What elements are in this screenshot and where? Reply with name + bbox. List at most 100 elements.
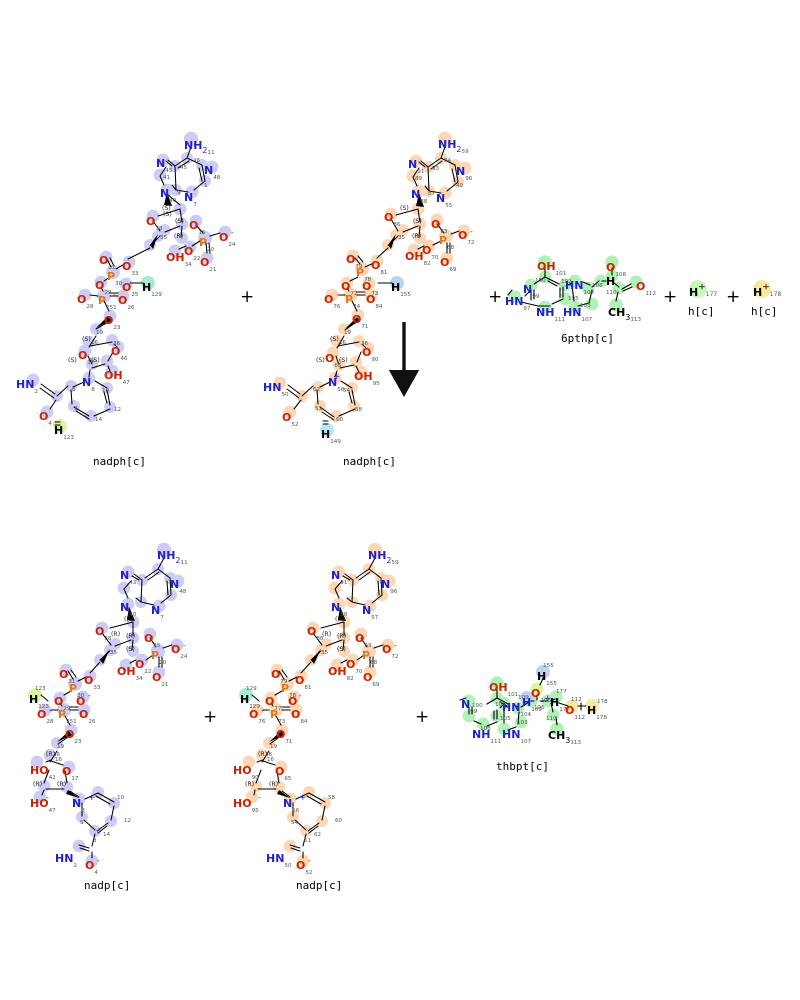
atom-index: 41 [163, 175, 171, 181]
atom-index: 9 [177, 190, 181, 196]
atom-label-n-7: N7 [184, 191, 197, 208]
atom-label-o-4: O4 [39, 410, 52, 427]
atom-label-o-26: O26 [79, 708, 96, 725]
stereo-descriptor: (S) [339, 357, 348, 364]
halo-h123-product [28, 688, 42, 702]
formal-charge-minus: - [231, 228, 234, 237]
atom-label-hn-104: HN104 [565, 279, 595, 296]
atom-label-o-65: O65 [275, 765, 292, 782]
atom-index: 5 [80, 820, 84, 826]
atom-label-p-78: P78 [281, 682, 297, 699]
stereo-descriptor: (S) [413, 218, 422, 225]
formal-charge-minus: - [49, 706, 52, 715]
atom-index: 19 [96, 330, 104, 336]
formal-charge-minus: - [113, 290, 116, 299]
atom-label-o-108: O108 [606, 261, 627, 278]
atom-index: 62 [313, 387, 321, 393]
h178-index: 178 [769, 291, 782, 298]
atom-label-o-112: O112 [565, 704, 586, 721]
atom-label-ho-95: HO95 [233, 797, 259, 814]
atom-index: 123 [35, 686, 46, 692]
atom-index: 36 [53, 752, 61, 758]
atom-label-o-81: O81 [371, 259, 388, 276]
stereo-descriptor: (R) [269, 781, 279, 788]
atom-index: 100 [472, 703, 483, 709]
atom-index: 54 [291, 820, 299, 826]
atom-label-o-63: O63 [355, 632, 372, 649]
atom-label-o-63: O63 [431, 218, 448, 235]
reactant-plus-2: + [663, 287, 678, 307]
caption-thbpt: thbpt[c] [496, 760, 549, 773]
formal-charge-minus: - [337, 290, 340, 299]
stereo-descriptor: (S) [68, 357, 77, 364]
caption-h178: h[c] [751, 305, 778, 318]
pthp-bonds [507, 267, 633, 307]
atom-label-o-33: O33 [84, 674, 101, 691]
atom-label-o-28: O28 [77, 293, 94, 310]
atom-label-o-72: O72 [382, 643, 399, 660]
caption-nadph-left: nadph[c] [93, 455, 146, 468]
atom-label-o-38: O38 [146, 215, 163, 232]
formal-charge-plus: + [88, 793, 96, 803]
atom-label-o-33: O33 [122, 260, 139, 277]
atom-index: 46 [193, 158, 201, 164]
atom-label-ho-90: HO90 [233, 764, 259, 781]
atom-label-o-22: O22 [135, 658, 152, 675]
atom-label-hn-2: HN2 [16, 378, 38, 395]
halo-o112 [565, 699, 579, 713]
thbpt-bonds [459, 677, 587, 731]
h177-charge: + [698, 282, 706, 293]
atom-index: 103 [580, 303, 591, 309]
atom-index: 100 [535, 278, 546, 284]
atom-index: 62 [314, 832, 322, 838]
atom-label-o-31: O31 [59, 668, 76, 685]
stereo-descriptor: (R) [337, 633, 347, 640]
atom-index: 35 [160, 235, 168, 241]
atom-index: 1 [204, 183, 208, 189]
atom-label-o-69: O69 [363, 671, 380, 688]
atom-label-p-30: P30 [107, 270, 123, 287]
stereo-descriptor: (R) [111, 631, 121, 638]
atom-index: 51 [304, 838, 312, 844]
atom-index: 36 [113, 341, 121, 347]
atom-label-h-155: H155 [391, 281, 411, 298]
atom-label-ho-47: HO47 [30, 797, 56, 814]
atom-label-oh-95: OH95 [354, 370, 380, 387]
atom-label-o-17: O17 [78, 349, 95, 366]
atom-label-o-70: O70 [422, 244, 439, 261]
product-plus-1: + [415, 707, 430, 727]
halo-h177 [689, 280, 707, 298]
atom-label-hn-107: HN107 [563, 306, 593, 323]
atom-label-h-178: H178 [587, 704, 607, 721]
structure-nadph-left [26, 131, 232, 433]
atom-label-oh-82: OH82 [328, 665, 354, 682]
atom-label-ho-42: HO42 [30, 764, 56, 781]
formal-charge-minus: - [354, 290, 357, 299]
atom-label-n-43: N43 [120, 569, 137, 586]
structure-nadph-mid [273, 131, 472, 437]
atom-label-o-79: O79 [271, 668, 288, 685]
atom-label-nh-11: NH211 [157, 549, 188, 566]
atom-label-o-29: O29 [54, 695, 71, 712]
atom-label-nh-111: NH111 [472, 728, 502, 745]
atom-label-h-155: H155 [537, 670, 557, 687]
atom-index: 110 [606, 290, 617, 296]
atom-label-p-74: P74 [345, 293, 361, 310]
caption-nadp-left: nadp[c] [84, 879, 131, 892]
atom-index: 3 [74, 406, 78, 412]
atom-label-o-71: O71 [276, 728, 293, 745]
atom-label-nh-59: NH259 [368, 549, 399, 566]
atom-label-n-99: N99 [523, 283, 540, 300]
stereo-descriptor: (S) [330, 336, 339, 343]
atom-label-n-55: N55 [436, 192, 453, 209]
atom-index: 112 [571, 697, 582, 703]
atom-index: 177 [556, 689, 567, 695]
atom-label-n-43: N43 [156, 157, 173, 174]
atom-index: 102 [561, 279, 572, 285]
atom-label-o-23: O23 [104, 314, 121, 331]
atom-label-o-28: O28 [37, 708, 54, 725]
atom-label-n-57: N57 [362, 604, 379, 621]
atom-label-oh-34: OH34 [117, 665, 143, 682]
formal-charge-minus: - [299, 691, 302, 700]
atom-label-hn-97: HN97 [505, 295, 531, 312]
